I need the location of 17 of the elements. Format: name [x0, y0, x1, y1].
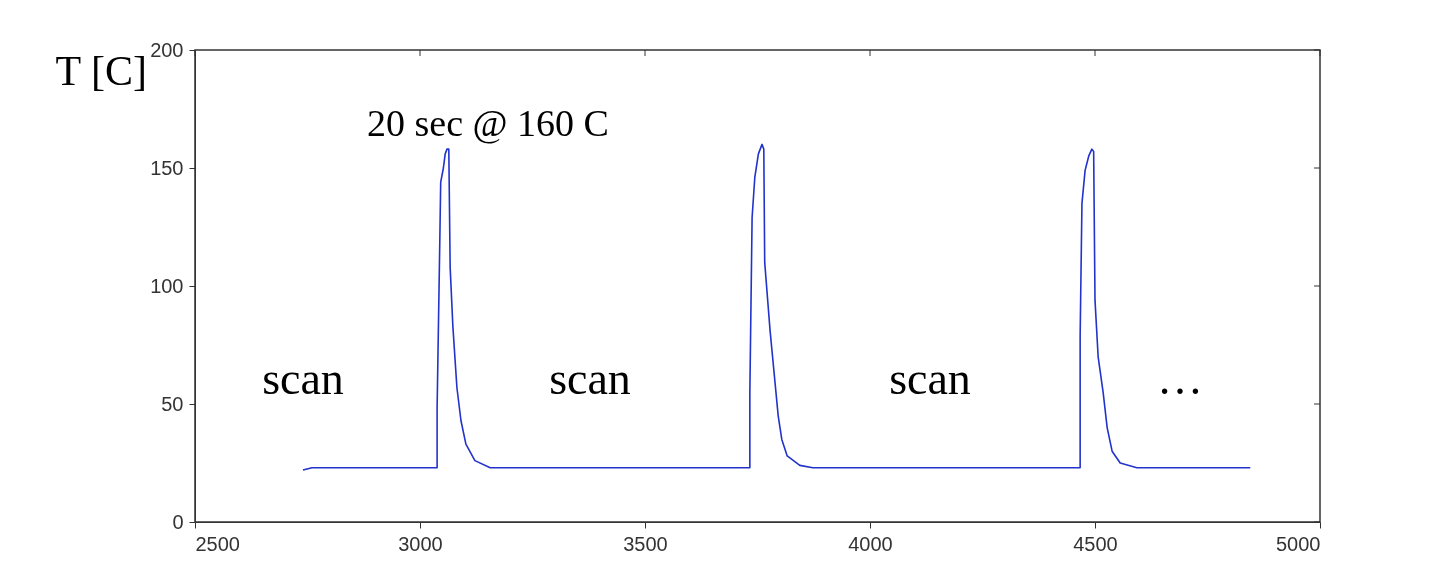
- annotation: scan: [262, 353, 344, 404]
- x-tick-label: 2500: [195, 532, 240, 555]
- annotation: scan: [549, 353, 631, 404]
- y-tick-label: 100: [150, 274, 184, 297]
- x-tick-label: 3000: [398, 532, 443, 555]
- y-tick-label: 50: [161, 392, 184, 415]
- x-tick-label: 5000: [1276, 532, 1321, 555]
- annotation: 20 sec @ 160 C: [367, 102, 609, 144]
- y-tick-label: 200: [150, 38, 184, 61]
- annotation: scan: [889, 353, 971, 404]
- x-tick-label: 4000: [848, 532, 893, 555]
- y-axis-title: T [C]: [55, 48, 147, 94]
- x-tick-label: 4500: [1073, 532, 1118, 555]
- y-tick-label: 0: [172, 510, 184, 533]
- x-tick-label: 3500: [623, 532, 668, 555]
- y-tick-label: 150: [150, 156, 184, 179]
- annotation: …: [1157, 353, 1203, 404]
